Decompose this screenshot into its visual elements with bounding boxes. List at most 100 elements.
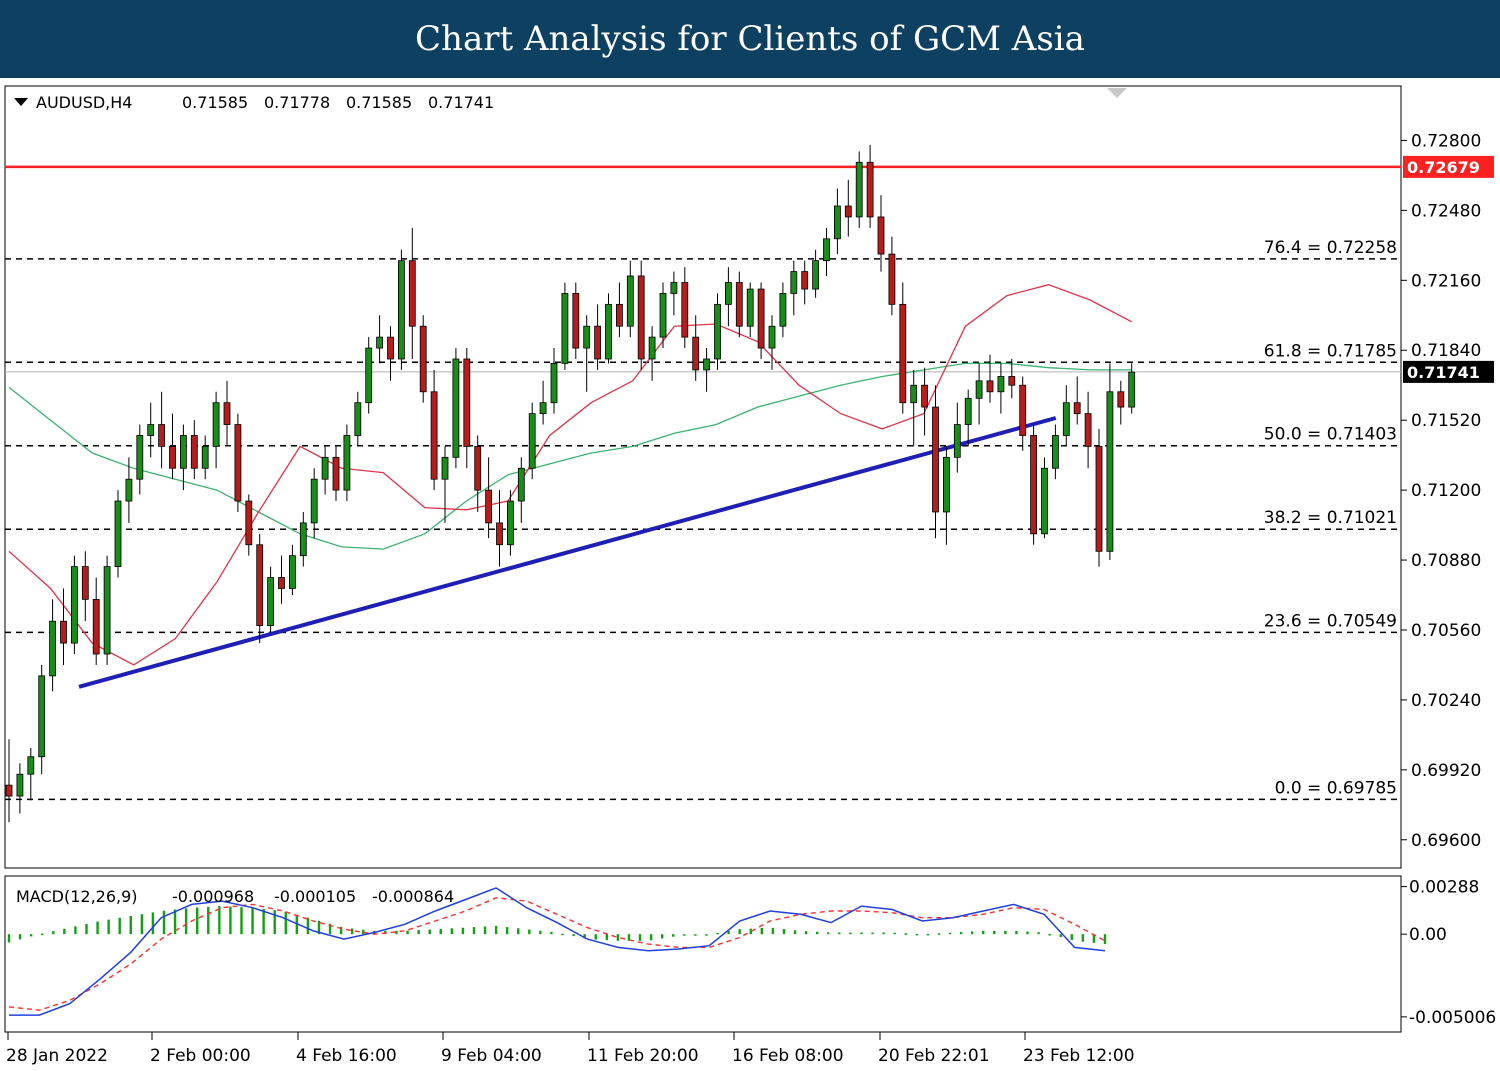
ma-fast-line (8, 284, 1133, 666)
candle-body (463, 358, 471, 447)
candle-body (550, 362, 558, 404)
macd-hist-bar-7 (85, 923, 88, 935)
candle-body (659, 293, 667, 338)
candle-100 (1095, 428, 1103, 567)
candle-96 (1052, 424, 1059, 480)
candle-1 (16, 763, 24, 814)
y-tick-5: 0.71200 (1411, 481, 1481, 501)
candle-49 (539, 380, 547, 425)
candle-32 (354, 391, 362, 447)
candle-31 (343, 424, 351, 502)
candle-95 (1041, 457, 1048, 539)
candle-body (169, 446, 176, 469)
candle-23 (256, 533, 264, 644)
candle-body (768, 325, 776, 349)
candle-74 (812, 249, 819, 298)
candle-7 (81, 551, 89, 622)
candle-body (201, 446, 209, 469)
candle-body (5, 784, 13, 797)
candle-body (735, 282, 743, 327)
candle-body (408, 260, 416, 327)
candle-body (812, 260, 819, 290)
ohlc-open: 0.71585 (182, 93, 248, 112)
y-tick-7: 0.70560 (1411, 621, 1481, 641)
macd-hist-bar-89 (993, 930, 996, 935)
macd-hist-bar-46 (517, 928, 520, 935)
candle-60 (659, 282, 667, 349)
ohlc-close: 0.71741 (428, 93, 494, 112)
fib-label-3: 38.2 = 0.71021 (1264, 508, 1397, 528)
candle-body (179, 435, 187, 469)
candle-47 (517, 457, 525, 523)
y-tick-3: 0.71840 (1411, 341, 1481, 361)
macd-panel[interactable] (4, 875, 1402, 1033)
macd-hist-bar-38 (428, 929, 431, 935)
ohlc-high: 0.71778 (264, 93, 330, 112)
candle-66 (725, 267, 732, 327)
symbol-dropdown-icon[interactable] (14, 98, 28, 106)
price-panel[interactable] (4, 85, 1402, 869)
candle-68 (746, 282, 754, 338)
candle-body (910, 384, 918, 404)
candle-body (975, 380, 983, 399)
candle-56 (616, 282, 623, 338)
y-tick-10: 0.69600 (1411, 831, 1481, 851)
candle-53 (583, 315, 591, 392)
candle-body (953, 424, 961, 458)
candle-body (823, 238, 830, 262)
candle-body (234, 424, 242, 502)
candle-body (1041, 467, 1048, 535)
candle-body (27, 756, 35, 775)
candle-body (670, 282, 678, 294)
candle-42 (463, 348, 471, 469)
candle-6 (71, 555, 78, 655)
candle-body (158, 424, 166, 447)
candle-body (866, 161, 874, 218)
candle-body (136, 435, 144, 480)
candle-body (844, 205, 852, 218)
macd-y-tick-1: 0.00 (1409, 925, 1447, 945)
candle-body (801, 271, 809, 290)
macd-hist-bar-25 (284, 911, 287, 935)
candle-92 (1008, 358, 1016, 399)
candle-body (779, 293, 787, 327)
candle-body (921, 384, 928, 408)
macd-hist-bar-71 (793, 930, 797, 935)
candle-body (899, 303, 907, 404)
macd-hist-bar-83 (926, 933, 930, 936)
chart-shift-marker[interactable] (1107, 88, 1127, 98)
candle-39 (430, 369, 438, 491)
candle-51 (561, 282, 569, 370)
current-price-label: 0.71741 (1407, 363, 1480, 382)
macd-hist-bar-50 (561, 933, 564, 936)
macd-hist-bar-11 (129, 916, 132, 935)
macd-hist-bar-3 (41, 933, 44, 936)
x-tick-3: 9 Feb 04:00 (441, 1046, 542, 1066)
macd-hist-bar-28 (317, 920, 321, 935)
candle-body (81, 566, 89, 600)
candle-body (114, 500, 122, 568)
candle-body (332, 456, 340, 491)
macd-hist-bar-80 (893, 932, 896, 935)
candle-61 (670, 271, 678, 316)
candle-body (16, 773, 24, 797)
candle-36 (397, 249, 405, 370)
candle-79 (866, 144, 874, 228)
resistance-price-tag (1403, 155, 1494, 178)
candle-body (616, 303, 623, 327)
candle-16 (179, 424, 187, 491)
candle-97 (1062, 385, 1070, 447)
macd-hist-bar-69 (771, 927, 775, 935)
candle-body (681, 282, 689, 338)
candle-0 (5, 739, 13, 823)
macd-hist-bar-15 (173, 909, 177, 935)
candle-62 (681, 267, 689, 349)
macd-hist-bar-5 (63, 928, 66, 935)
candle-body (496, 522, 503, 546)
macd-hist-bar-98 (1092, 934, 1096, 943)
candle-body (964, 397, 972, 425)
macd-hist-bar-87 (970, 931, 974, 935)
candle-body (1008, 376, 1016, 386)
candle-body (572, 293, 580, 349)
